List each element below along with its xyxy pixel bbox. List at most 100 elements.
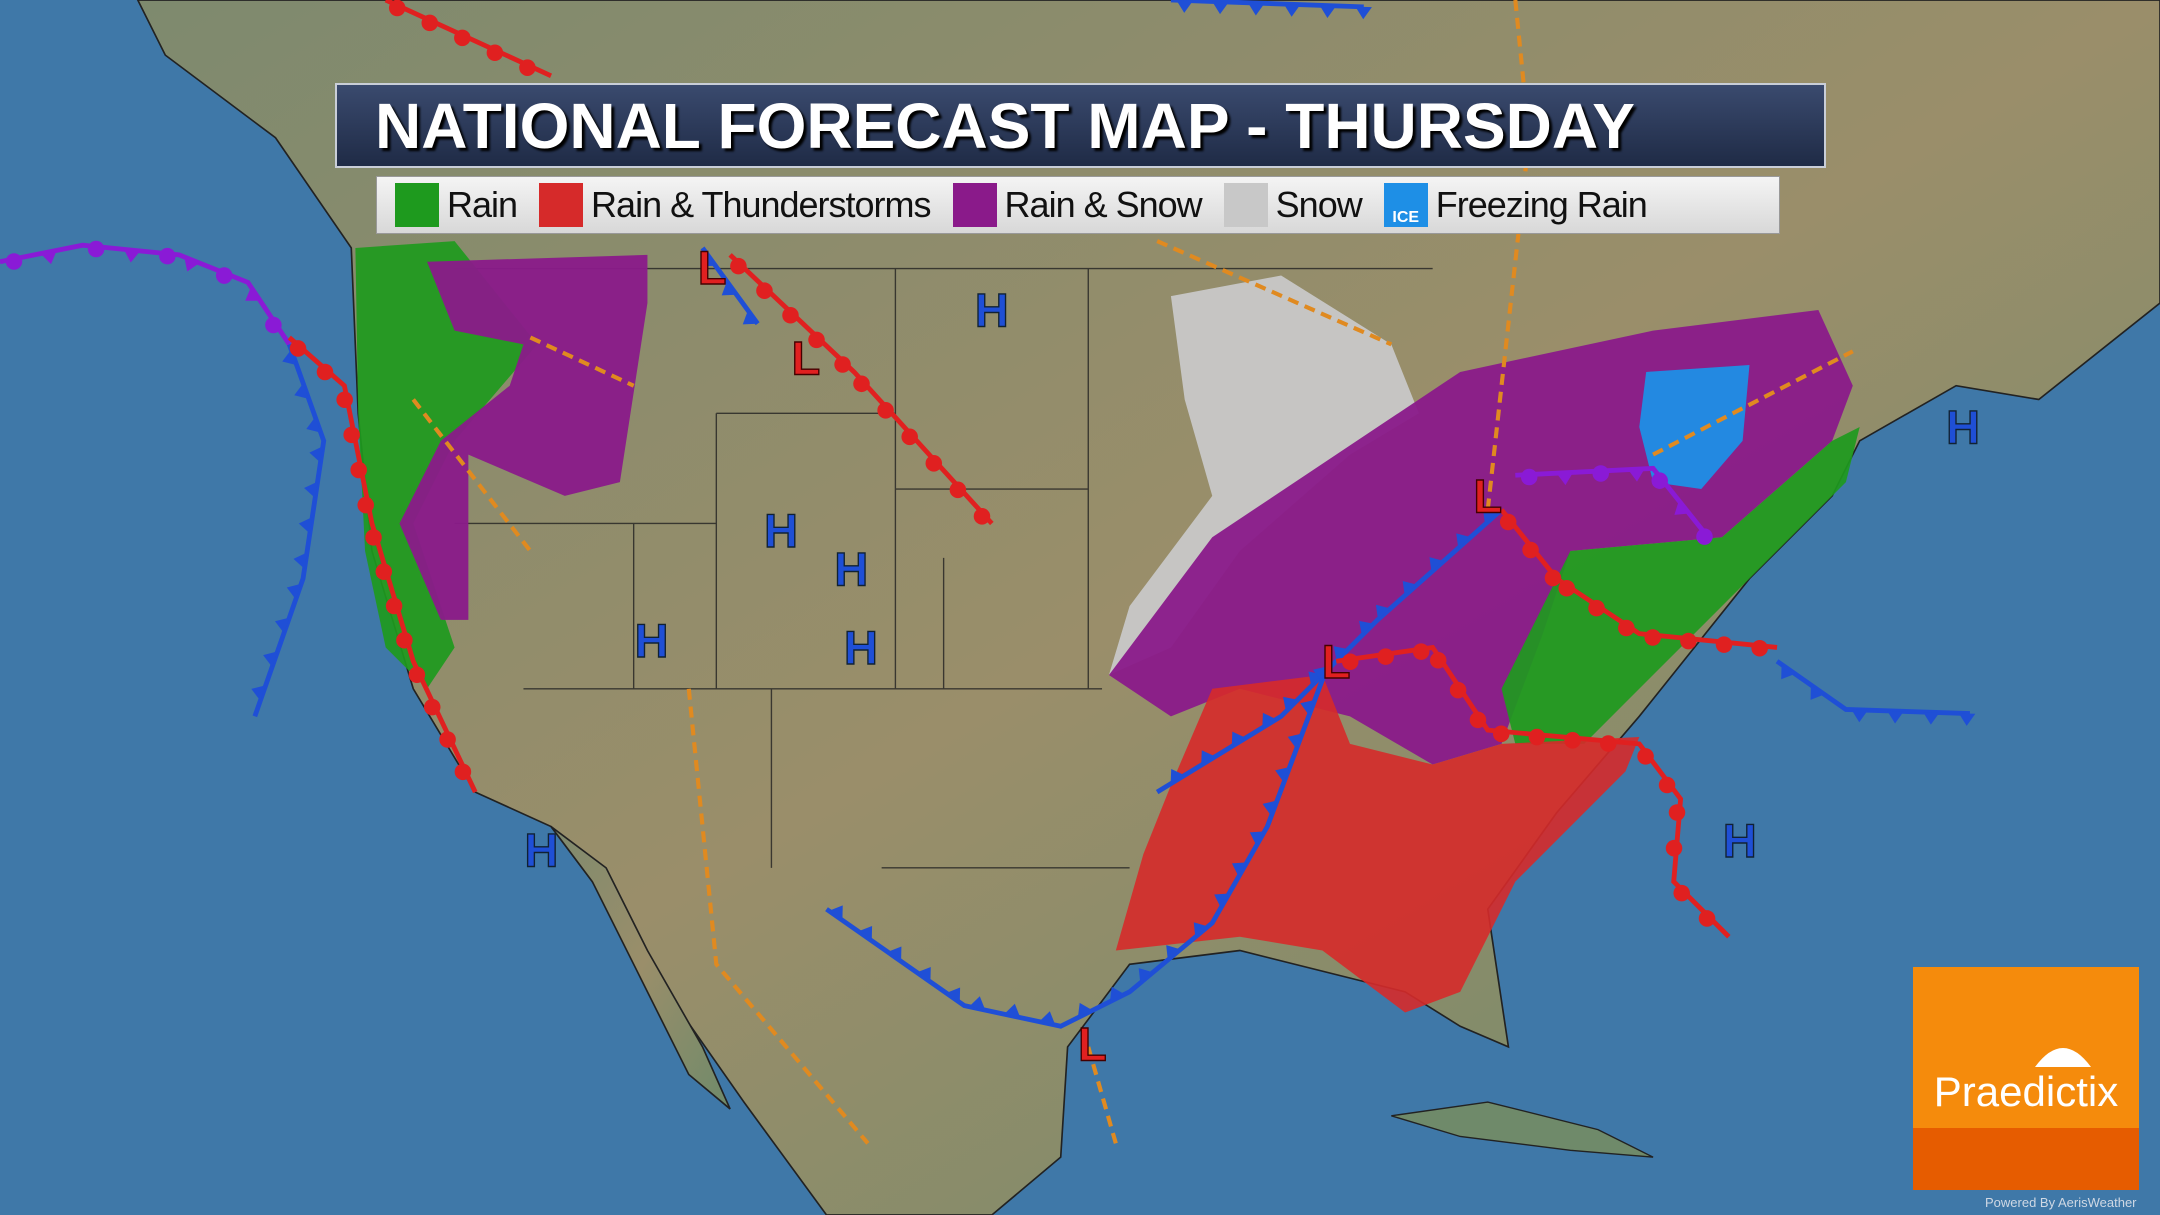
raindrop-icon: [395, 183, 439, 227]
weather-fronts: [0, 0, 1976, 1145]
front-marker: [245, 286, 261, 301]
freezing-rain-area: [1639, 365, 1750, 490]
rain-area-west: [355, 241, 538, 689]
front-marker: [454, 763, 472, 781]
ice-badge: ICE: [1392, 209, 1420, 226]
front-marker: [808, 331, 825, 349]
front-marker: [1674, 500, 1690, 515]
front-marker: [1248, 2, 1265, 16]
front-marker: [309, 446, 323, 463]
front-marker: [294, 383, 309, 399]
front-marker: [1333, 646, 1349, 661]
front-marker: [365, 529, 382, 546]
front-marker: [263, 651, 278, 667]
cold-front: [1155, 507, 1504, 795]
cold-front: [1170, 0, 1364, 10]
front-marker: [215, 267, 233, 284]
cold-front: [252, 343, 327, 718]
trough-line: [411, 398, 532, 553]
high-pressure-center: H: [834, 543, 868, 595]
front-marker: [519, 59, 536, 76]
front-marker: [1355, 6, 1372, 20]
front-marker: [1637, 748, 1654, 765]
front-marker: [123, 249, 141, 263]
front-marker: [973, 508, 991, 525]
front-marker: [1214, 893, 1230, 908]
high-pressure-center: H: [524, 824, 558, 876]
front-marker: [159, 247, 176, 265]
high-pressure-center: H: [975, 284, 1009, 336]
front-marker: [304, 481, 318, 499]
front-marker: [916, 967, 931, 982]
front-marker: [251, 685, 266, 701]
front-marker: [282, 349, 297, 366]
high-pressure-center: H: [844, 622, 878, 674]
front-marker: [1628, 468, 1645, 482]
front-marker: [1715, 636, 1733, 653]
front-marker: [396, 632, 413, 649]
logo-text: Praedictix: [1933, 1068, 2119, 1115]
front-marker: [1039, 1011, 1056, 1026]
state-borders: [454, 267, 1433, 869]
trough-line: [529, 335, 635, 388]
logo-bottom-band: [1913, 1128, 2139, 1190]
front-marker: [1231, 862, 1247, 877]
front-marker: [1482, 509, 1498, 525]
front-marker: [1312, 666, 1328, 682]
front-marker: [1680, 632, 1697, 650]
front-marker: [1673, 884, 1690, 902]
front-marker: [357, 496, 374, 514]
front-marker: [293, 552, 307, 569]
front-marker: [1231, 731, 1246, 747]
front-marker: [742, 310, 758, 325]
front-marker: [1923, 712, 1940, 725]
front-marker: [343, 426, 360, 444]
front-marker: [1283, 696, 1298, 712]
front-marker: [1359, 620, 1374, 636]
front-marker: [486, 44, 504, 62]
credit-text: Powered By AerisWeather: [1985, 1195, 2137, 1210]
legend-item-rain: Rain: [395, 183, 518, 227]
map-title: NATIONAL FORECAST MAP - THURSDAY: [375, 89, 1635, 162]
lightning-icon: [539, 183, 584, 227]
front-marker: [1544, 569, 1562, 587]
front-marker: [1592, 465, 1609, 482]
front-marker: [1138, 968, 1153, 983]
front-marker: [316, 363, 334, 381]
front-marker: [350, 461, 367, 479]
front-marker: [1319, 5, 1337, 18]
front-marker: [184, 256, 200, 272]
front-marker: [858, 925, 873, 941]
front-marker: [1522, 541, 1539, 559]
legend: Rain Rain & Thunderstorms Rain & Snow Sn…: [376, 176, 1780, 234]
front-marker: [298, 517, 313, 534]
front-marker: [782, 307, 799, 324]
low-pressure-center: L: [698, 242, 727, 294]
high-pressure-center: H: [1723, 815, 1757, 867]
front-marker: [1109, 986, 1125, 1002]
front-marker: [1851, 709, 1868, 723]
front-marker: [408, 666, 426, 684]
front-marker: [1004, 1003, 1021, 1018]
snowflake-icon: [952, 183, 997, 227]
front-marker: [1528, 728, 1546, 746]
front-marker: [834, 356, 851, 373]
front-marker: [388, 0, 406, 17]
front-marker: [423, 698, 441, 716]
front-marker: [828, 905, 843, 921]
front-marker: [289, 340, 307, 357]
front-marker: [1429, 652, 1447, 669]
front-marker: [1665, 839, 1683, 857]
title-bar: NATIONAL FORECAST MAP - THURSDAY: [335, 83, 1826, 168]
umbrella-icon: [2035, 1048, 2091, 1067]
front-marker: [1751, 639, 1768, 657]
front-marker: [306, 417, 321, 433]
front-marker: [265, 316, 282, 334]
warm-front: [1335, 644, 1731, 939]
trough-line: [1652, 349, 1854, 457]
front-marker: [1166, 945, 1181, 960]
front-marker: [1300, 699, 1315, 716]
front-marker: [1275, 766, 1290, 783]
front-marker: [1262, 800, 1278, 817]
front-marker: [946, 987, 961, 1003]
